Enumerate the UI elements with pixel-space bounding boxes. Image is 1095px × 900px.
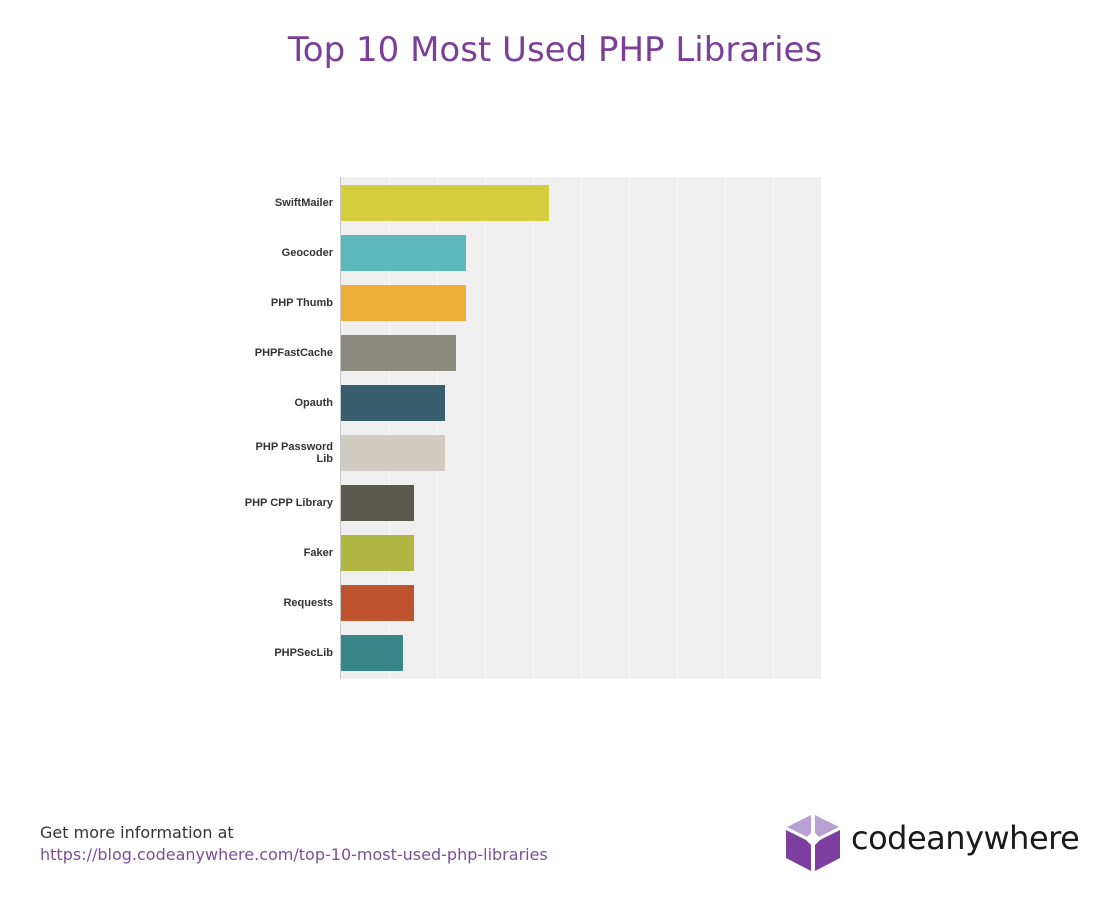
bar[interactable] — [341, 485, 414, 521]
category-label: PHPFastCache — [223, 347, 333, 359]
gridline — [677, 177, 678, 679]
category-label: Requests — [223, 597, 333, 609]
bar[interactable] — [341, 535, 414, 571]
category-label: Faker — [223, 547, 333, 559]
gridline — [773, 177, 774, 679]
gridline — [725, 177, 726, 679]
bar[interactable] — [341, 235, 466, 271]
bar[interactable] — [341, 585, 414, 621]
category-label-line: Lib — [316, 453, 334, 465]
category-label: Geocoder — [223, 247, 333, 259]
category-label: PHP Password Lib — [223, 441, 333, 465]
cube-bottom-right-face — [815, 830, 840, 871]
cube-bottom-left-face — [786, 830, 811, 871]
category-label-line: Geocoder — [281, 247, 333, 259]
cube-top-right-face — [815, 815, 839, 837]
gridline — [629, 177, 630, 679]
category-label-line: PHP Thumb — [270, 297, 333, 309]
gridline — [389, 177, 390, 679]
bar[interactable] — [341, 335, 457, 371]
bar[interactable] — [341, 385, 446, 421]
gridline — [581, 177, 582, 679]
category-label: PHP Thumb — [223, 297, 333, 309]
bar[interactable] — [341, 635, 403, 671]
gridline — [437, 177, 438, 679]
cube-top-left-face — [787, 815, 811, 837]
category-label-line: Opauth — [294, 397, 334, 409]
category-label-line: PHPFastCache — [254, 347, 333, 359]
bar[interactable] — [341, 185, 549, 221]
cube-logo-icon — [786, 815, 840, 871]
category-label-line: Requests — [283, 597, 333, 609]
chart-title: Top 10 Most Used PHP Libraries — [287, 30, 823, 70]
y-axis-line — [340, 177, 341, 679]
bar[interactable] — [341, 435, 446, 471]
footer-info-text: Get more information at — [40, 823, 234, 842]
gridline — [485, 177, 486, 679]
footer: Get more information at https://blog.cod… — [40, 822, 548, 866]
gridline — [533, 177, 534, 679]
category-label-line: SwiftMailer — [274, 197, 333, 209]
footer-link[interactable]: https://blog.codeanywhere.com/top-10-mos… — [40, 845, 548, 864]
category-label: Opauth — [223, 397, 334, 409]
category-label-line: PHP CPP Library — [244, 497, 333, 509]
category-label-line: PHPSecLib — [274, 647, 333, 659]
bar[interactable] — [341, 285, 466, 321]
category-label-line: PHP Password — [255, 441, 333, 453]
category-label: PHP CPP Library — [223, 497, 333, 509]
plot-area — [341, 177, 821, 679]
brand-name: codeanywhere — [851, 819, 1080, 857]
category-label-line: Faker — [303, 547, 333, 559]
category-label: SwiftMailer — [223, 197, 333, 209]
category-label: PHPSecLib — [223, 647, 333, 659]
